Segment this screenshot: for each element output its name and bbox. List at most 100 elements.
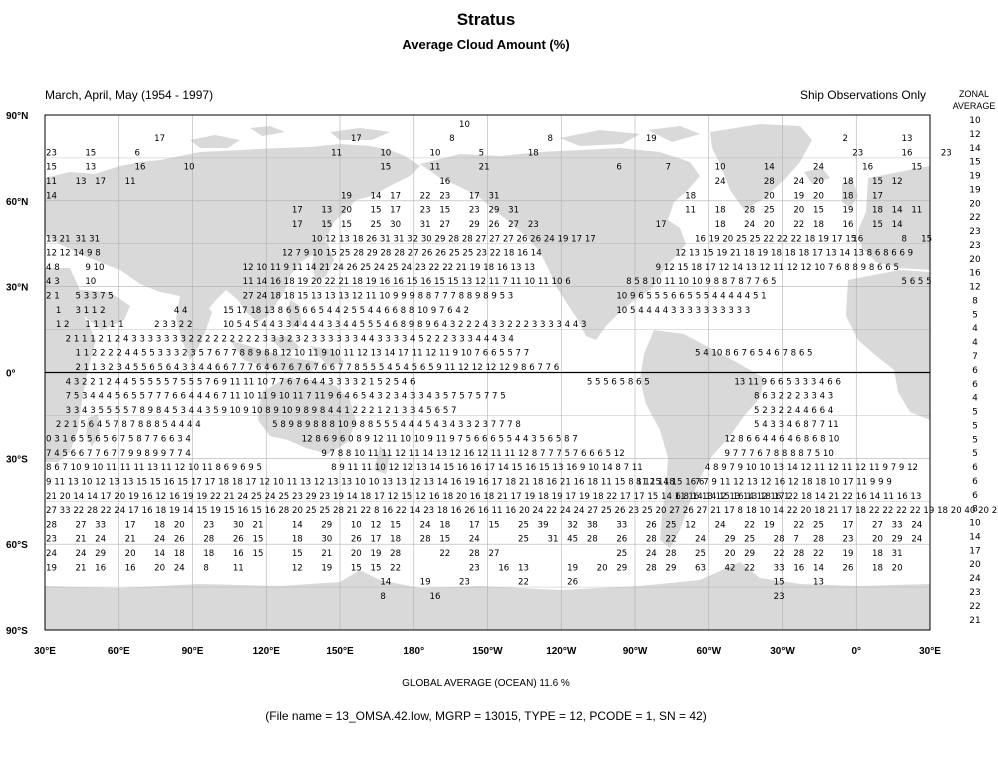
cell-value: 3 3 4 3 5 5 5 5 7 8 9 8 4 5 3 4 4 3 5 9 … — [66, 406, 457, 416]
cell-value: 2 1 — [46, 291, 60, 301]
cell-value: 20 — [872, 535, 883, 545]
cell-value: 25 — [813, 520, 824, 530]
cell-value: 24 — [76, 549, 87, 559]
cell-value: 23 — [469, 563, 480, 573]
latitude-label: 30°S — [6, 454, 28, 465]
cell-value: 1 — [56, 306, 61, 316]
cell-value: 28 — [793, 549, 804, 559]
longitude-label: 60°E — [108, 646, 130, 657]
cell-value: 24 — [95, 535, 106, 545]
cell-value: 26 — [351, 535, 362, 545]
zonal-header-line-2: AVERAGE — [952, 101, 996, 111]
cell-value: 12 10 11 9 11 14 21 24 26 25 24 25 24 23… — [243, 263, 535, 273]
cell-value: 23 — [941, 148, 952, 158]
cell-value: 20 — [764, 220, 775, 230]
cell-value: 13 — [813, 578, 824, 588]
cell-value: 24 — [715, 520, 726, 530]
cell-value: 21 — [76, 535, 87, 545]
cell-value: 28 — [764, 177, 775, 187]
longitude-label: 180° — [403, 646, 424, 657]
cell-value: 17 — [390, 191, 401, 201]
cell-value: 11 — [233, 563, 244, 573]
cell-value: 8 6 3 2 2 2 3 3 4 3 — [754, 392, 833, 402]
cell-value: 29 — [321, 520, 332, 530]
cell-value: 17 — [292, 206, 303, 216]
cell-value: 33 — [892, 520, 903, 530]
cell-value: 20 — [341, 206, 352, 216]
cell-value: 10 5 4 4 4 4 3 3 3 3 3 3 3 3 3 3 — [616, 306, 750, 316]
cell-value: 16 — [439, 177, 450, 187]
cell-value: 16 — [843, 220, 854, 230]
cell-value: 12 13 15 19 21 18 19 18 18 18 17 13 14 1… — [675, 249, 913, 259]
zonal-average-value: 6 — [972, 366, 978, 376]
zonal-average-value: 23 — [969, 588, 980, 598]
cell-value: 26 — [843, 563, 854, 573]
cell-value: 12 12 14 9 8 — [46, 249, 101, 259]
cell-value: 15 — [774, 578, 785, 588]
land-canadian-archipelago — [560, 126, 700, 146]
cell-value: 2 3 3 2 2 — [154, 320, 192, 330]
cell-value: 19 — [420, 578, 431, 588]
cell-value: 28 — [587, 535, 598, 545]
cell-value: 20 — [813, 191, 824, 201]
cell-value: 20 — [725, 549, 736, 559]
cell-value: 10 — [459, 120, 470, 130]
cell-value: 5 4 10 8 6 7 6 5 4 6 7 8 6 5 — [695, 349, 813, 359]
season-label: March, April, May (1954 - 1997) — [45, 88, 214, 102]
cell-value: 21 — [76, 563, 87, 573]
cell-value: 11 — [46, 177, 57, 187]
cell-value: 9 7 7 7 6 7 8 8 8 8 7 5 10 — [725, 449, 834, 459]
cell-value: 14 — [892, 220, 903, 230]
cell-value: 25 — [518, 520, 529, 530]
cell-value: 24 — [911, 535, 922, 545]
cell-value: 21 — [321, 549, 332, 559]
cell-value: 23 — [459, 578, 470, 588]
cell-value: 15 — [872, 220, 883, 230]
page-title: Stratus — [456, 10, 516, 29]
cell-value: 20 — [351, 549, 362, 559]
cell-value: 23 — [46, 148, 57, 158]
cell-value: 21 — [479, 163, 490, 173]
land-india — [176, 296, 212, 360]
cell-value: 19 — [843, 549, 854, 559]
latitude-label: 60°S — [6, 540, 28, 551]
cell-value: 22 — [420, 191, 431, 201]
cell-value: 11 — [911, 206, 922, 216]
cell-value: 22 — [793, 220, 804, 230]
cell-value: 13 11 9 6 6 5 3 3 3 4 6 6 — [734, 377, 841, 387]
zonal-average-value: 4 — [972, 338, 978, 348]
cell-value: 18 — [439, 520, 450, 530]
cell-value: 13 21 — [46, 234, 71, 244]
zonal-average-value: 10 — [969, 116, 981, 126]
cell-value: 8 — [449, 134, 454, 144]
zonal-average-value: 12 — [969, 130, 980, 140]
land-eurasia — [45, 144, 420, 322]
cell-value: 8 12 14 15 16 6 — [636, 477, 704, 487]
longitude-label: 90°W — [623, 646, 648, 657]
zonal-average-value: 6 — [972, 477, 978, 487]
cell-value: 15 — [341, 220, 352, 230]
zonal-average-value: 20 — [969, 255, 981, 265]
cell-value: 10 5 4 5 4 4 3 3 4 4 4 4 3 3 4 4 5 5 5 4… — [223, 320, 587, 330]
cell-value: 14 — [46, 191, 57, 201]
cell-value: 7 — [793, 535, 798, 545]
cell-value: 5 6 5 5 — [902, 277, 932, 287]
cell-value: 32 — [567, 520, 578, 530]
cell-value: 18 — [843, 191, 854, 201]
cell-value: 3 1 1 2 — [76, 306, 106, 316]
zonal-average-value: 12 — [969, 283, 980, 293]
global-average: GLOBAL AVERAGE (OCEAN) 11.6 % — [402, 678, 570, 689]
cell-value: 15 — [390, 520, 401, 530]
land-australia — [258, 378, 356, 454]
longitude-label: 120°E — [253, 646, 281, 657]
cell-value: 26 — [646, 520, 657, 530]
cell-value: 28 — [469, 549, 480, 559]
cell-value: 31 — [892, 549, 903, 559]
cell-value: 14 — [292, 520, 303, 530]
cell-value: 28 — [744, 206, 755, 216]
cell-value: 23 — [843, 535, 854, 545]
land-madagascar — [86, 414, 100, 446]
cell-value: 8 — [203, 563, 208, 573]
cell-value: 11 — [125, 177, 136, 187]
cell-value: 7 — [666, 163, 671, 173]
